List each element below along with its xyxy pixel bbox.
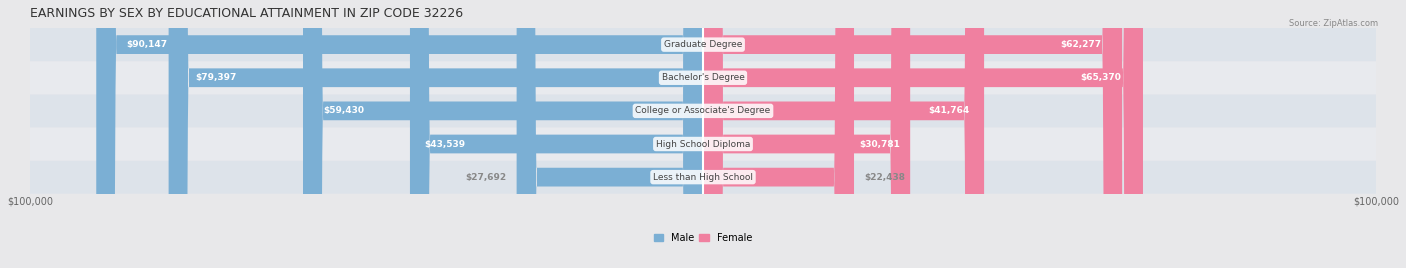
FancyBboxPatch shape bbox=[30, 161, 1376, 194]
FancyBboxPatch shape bbox=[703, 0, 984, 268]
FancyBboxPatch shape bbox=[169, 0, 703, 268]
Text: $79,397: $79,397 bbox=[195, 73, 236, 82]
FancyBboxPatch shape bbox=[30, 28, 1376, 61]
Text: Graduate Degree: Graduate Degree bbox=[664, 40, 742, 49]
Text: $59,430: $59,430 bbox=[323, 106, 364, 115]
FancyBboxPatch shape bbox=[96, 0, 703, 268]
Legend: Male, Female: Male, Female bbox=[650, 229, 756, 247]
FancyBboxPatch shape bbox=[30, 61, 1376, 94]
FancyBboxPatch shape bbox=[703, 0, 1122, 268]
Text: $62,277: $62,277 bbox=[1060, 40, 1101, 49]
Text: $43,539: $43,539 bbox=[425, 140, 465, 148]
Text: Less than High School: Less than High School bbox=[652, 173, 754, 182]
Text: High School Diploma: High School Diploma bbox=[655, 140, 751, 148]
Text: $27,692: $27,692 bbox=[465, 173, 506, 182]
Text: $22,438: $22,438 bbox=[865, 173, 905, 182]
FancyBboxPatch shape bbox=[304, 0, 703, 268]
FancyBboxPatch shape bbox=[516, 0, 703, 268]
Text: $90,147: $90,147 bbox=[127, 40, 167, 49]
Text: EARNINGS BY SEX BY EDUCATIONAL ATTAINMENT IN ZIP CODE 32226: EARNINGS BY SEX BY EDUCATIONAL ATTAINMEN… bbox=[30, 7, 463, 20]
Text: Bachelor's Degree: Bachelor's Degree bbox=[662, 73, 744, 82]
Text: $41,764: $41,764 bbox=[929, 106, 970, 115]
Text: College or Associate's Degree: College or Associate's Degree bbox=[636, 106, 770, 115]
FancyBboxPatch shape bbox=[703, 0, 853, 268]
FancyBboxPatch shape bbox=[703, 0, 910, 268]
FancyBboxPatch shape bbox=[30, 128, 1376, 161]
FancyBboxPatch shape bbox=[30, 94, 1376, 128]
Text: Source: ZipAtlas.com: Source: ZipAtlas.com bbox=[1289, 19, 1378, 28]
Text: $65,370: $65,370 bbox=[1080, 73, 1121, 82]
FancyBboxPatch shape bbox=[411, 0, 703, 268]
FancyBboxPatch shape bbox=[703, 0, 1143, 268]
Text: $30,781: $30,781 bbox=[859, 140, 900, 148]
